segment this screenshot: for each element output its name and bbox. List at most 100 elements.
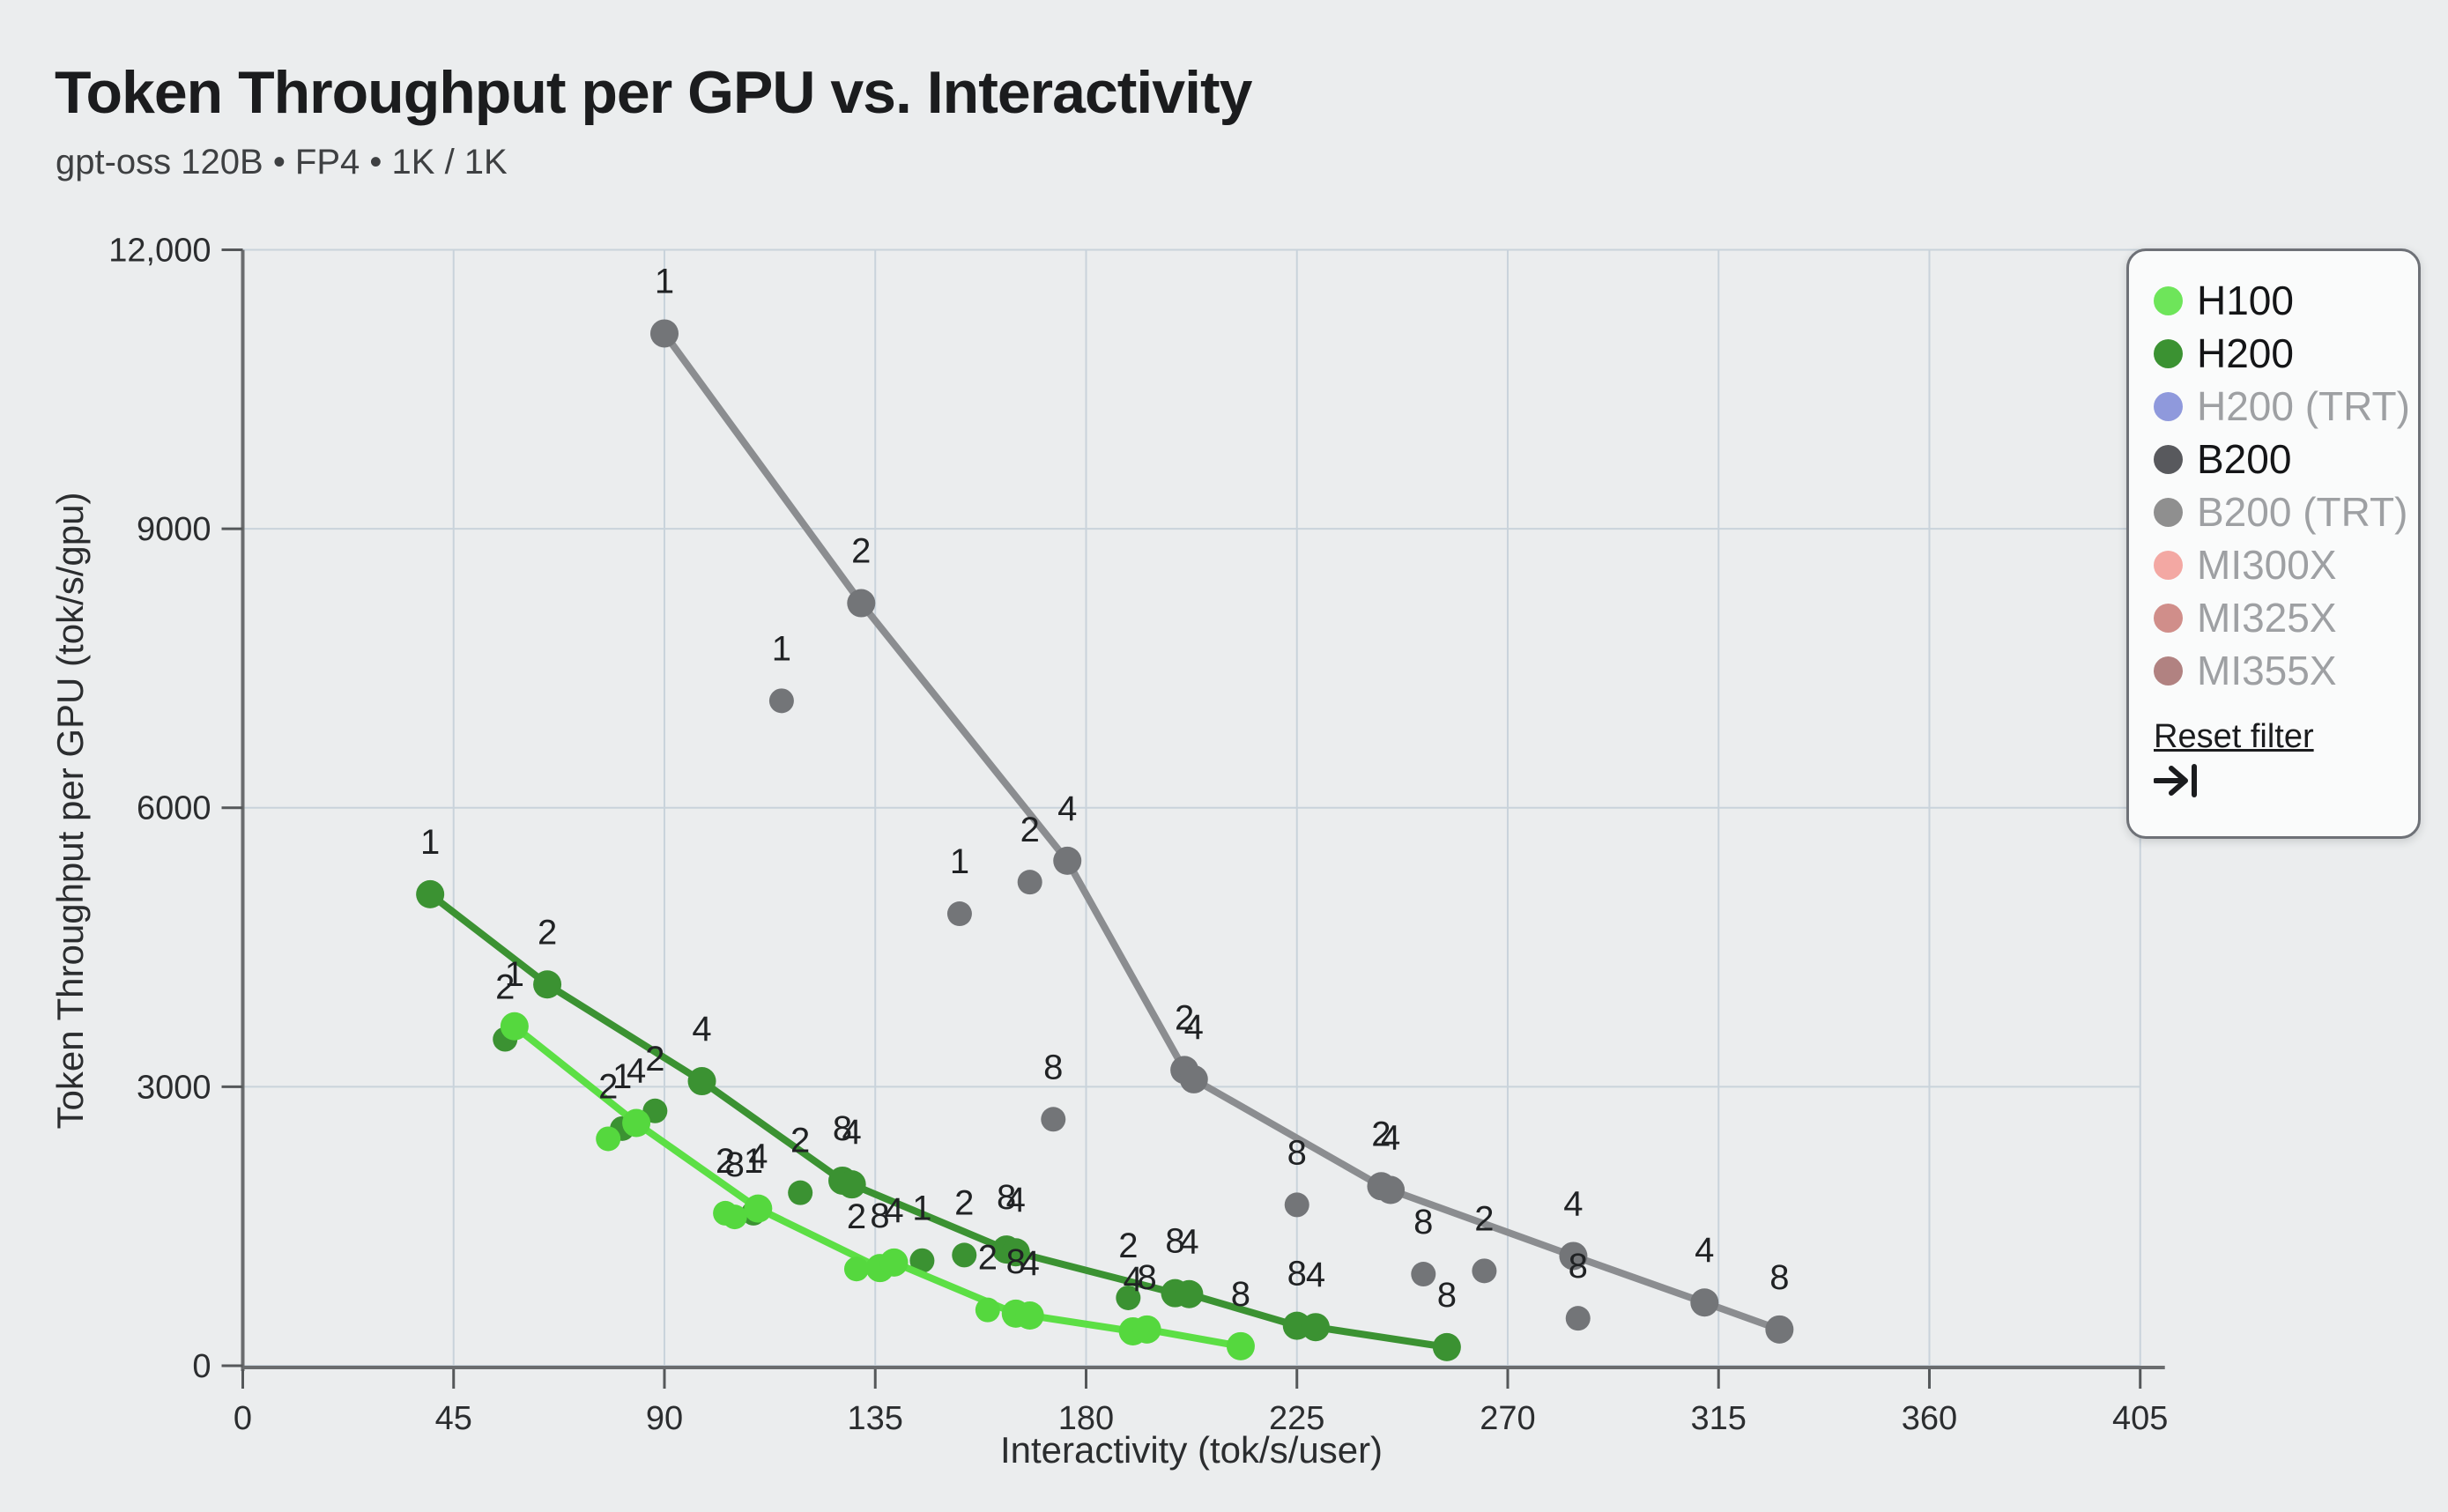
- point-label-h200: 2: [790, 1122, 810, 1160]
- legend-item-label: MI325X: [2197, 595, 2337, 641]
- data-point-h200[interactable]: [788, 1180, 813, 1205]
- data-point-h100[interactable]: [1226, 1331, 1255, 1360]
- legend-swatch-icon: [2154, 603, 2183, 633]
- point-label-b200: 8: [1569, 1247, 1588, 1286]
- data-point-b200[interactable]: [768, 688, 794, 714]
- reset-filter-link[interactable]: Reset filter: [2154, 718, 2314, 755]
- point-label-b200: 1: [772, 629, 791, 668]
- point-label-h100: 2: [598, 1067, 618, 1106]
- legend-item-label: H200: [2197, 330, 2294, 376]
- point-label-h200: 4: [1006, 1181, 1026, 1219]
- legend-item-list: H100 H200 H200 (TRT) B200 B200 (TRT) MI300X MI…: [2154, 274, 2418, 697]
- x-tick-label: 270: [1480, 1400, 1535, 1437]
- legend-item-mi355x[interactable]: MI355X: [2154, 644, 2418, 697]
- point-label-h200: 2: [538, 913, 557, 952]
- point-label-b200: 4: [1695, 1231, 1714, 1270]
- data-point-b200[interactable]: [1411, 1262, 1436, 1287]
- data-point-h200[interactable]: [687, 1067, 716, 1096]
- data-point-h100[interactable]: [1015, 1301, 1044, 1330]
- legend-item-label: MI355X: [2197, 648, 2337, 693]
- legend-item-h200[interactable]: H200: [2154, 327, 2418, 380]
- point-label-b200: 8: [1287, 1133, 1307, 1172]
- data-point-h100[interactable]: [879, 1248, 909, 1277]
- data-point-h200[interactable]: [952, 1242, 977, 1268]
- legend-item-h200-trt[interactable]: H200 (TRT): [2154, 380, 2418, 433]
- point-label-h200: 4: [1306, 1256, 1325, 1294]
- data-point-b200[interactable]: [649, 319, 679, 348]
- data-point-h100[interactable]: [744, 1194, 773, 1223]
- legend-item-label: H100: [2197, 278, 2294, 323]
- data-point-h100[interactable]: [622, 1108, 651, 1138]
- data-point-b200[interactable]: [946, 901, 972, 927]
- point-label-b200: 2: [1020, 811, 1040, 849]
- data-point-b200[interactable]: [1053, 846, 1082, 875]
- y-tick-label: 12,000: [108, 232, 211, 269]
- data-point-h200[interactable]: [837, 1170, 866, 1199]
- data-point-b200[interactable]: [1565, 1306, 1591, 1331]
- point-label-h100: 8: [1006, 1242, 1026, 1281]
- legend-item-b200-trt[interactable]: B200 (TRT): [2154, 485, 2418, 538]
- data-point-h100[interactable]: [722, 1204, 747, 1230]
- data-point-b200[interactable]: [847, 589, 876, 618]
- point-label-h200: 2: [645, 1040, 664, 1078]
- data-point-b200[interactable]: [1284, 1192, 1309, 1218]
- point-label-b200: 8: [1043, 1048, 1063, 1086]
- data-point-b200[interactable]: [1765, 1315, 1794, 1344]
- data-point-h200[interactable]: [1001, 1238, 1030, 1267]
- legend-item-mi300x[interactable]: MI300X: [2154, 538, 2418, 591]
- data-point-h100[interactable]: [1132, 1315, 1161, 1344]
- point-label-h100: 8: [1137, 1258, 1156, 1297]
- series-line-b200: [660, 330, 1784, 1333]
- legend-item-h100[interactable]: H100: [2154, 274, 2418, 327]
- x-tick-label: 90: [646, 1400, 683, 1437]
- point-label-h100: 2: [847, 1197, 866, 1236]
- data-point-h100[interactable]: [596, 1126, 621, 1152]
- point-label-b200: 1: [655, 262, 674, 300]
- data-point-h200[interactable]: [416, 879, 445, 908]
- point-label-b200: 4: [1184, 1008, 1204, 1047]
- data-point-b200[interactable]: [1017, 870, 1042, 895]
- data-point-h100[interactable]: [975, 1297, 1000, 1323]
- page-title: Token Throughput per GPU vs. Interactivi…: [55, 59, 1252, 126]
- point-label-h100: 4: [627, 1052, 646, 1091]
- point-label-h100: 1: [505, 955, 524, 994]
- data-point-b200[interactable]: [1041, 1107, 1066, 1132]
- data-point-h200[interactable]: [909, 1248, 935, 1273]
- data-point-h200[interactable]: [1116, 1285, 1141, 1310]
- point-label-b200: 2: [1175, 998, 1194, 1037]
- legend-swatch-icon: [2154, 391, 2183, 421]
- y-tick-label: 3000: [137, 1069, 211, 1106]
- legend-item-mi325x[interactable]: MI325X: [2154, 591, 2418, 644]
- arrow-bar-to-right-icon[interactable]: [2153, 756, 2418, 804]
- x-tick-label: 405: [2112, 1400, 2168, 1437]
- point-label-h200: 8: [1287, 1255, 1307, 1293]
- x-tick-label: 45: [435, 1400, 472, 1437]
- legend-swatch-icon: [2154, 285, 2183, 315]
- data-point-b200[interactable]: [1179, 1064, 1208, 1093]
- data-point-h100[interactable]: [500, 1012, 529, 1041]
- legend-swatch-icon: [2154, 550, 2183, 580]
- point-label-h200: 8: [997, 1178, 1016, 1217]
- point-label-h200: 4: [842, 1113, 862, 1152]
- point-label-h200: 8: [833, 1109, 852, 1148]
- data-point-b200[interactable]: [1376, 1175, 1406, 1204]
- point-label-h100: 4: [1124, 1260, 1143, 1299]
- data-point-h200[interactable]: [533, 970, 562, 999]
- legend-item-b200[interactable]: B200: [2154, 433, 2418, 485]
- point-label-b200: 8: [1413, 1203, 1433, 1241]
- data-point-h100[interactable]: [843, 1256, 869, 1282]
- data-point-h200[interactable]: [1302, 1313, 1331, 1342]
- data-point-h200[interactable]: [1432, 1332, 1461, 1361]
- point-label-b200: 4: [1563, 1184, 1583, 1223]
- x-tick-label: 360: [1902, 1400, 1957, 1437]
- point-label-h100: 8: [870, 1197, 889, 1235]
- data-point-b200[interactable]: [1559, 1241, 1588, 1271]
- point-label-h200: 4: [1179, 1223, 1198, 1262]
- point-label-h200: 8: [1437, 1276, 1457, 1315]
- data-point-b200[interactable]: [1690, 1288, 1719, 1317]
- point-label-h200: 2: [954, 1183, 974, 1222]
- data-point-b200[interactable]: [1472, 1258, 1497, 1284]
- data-point-h200[interactable]: [1175, 1279, 1204, 1308]
- legend-swatch-icon: [2154, 497, 2183, 527]
